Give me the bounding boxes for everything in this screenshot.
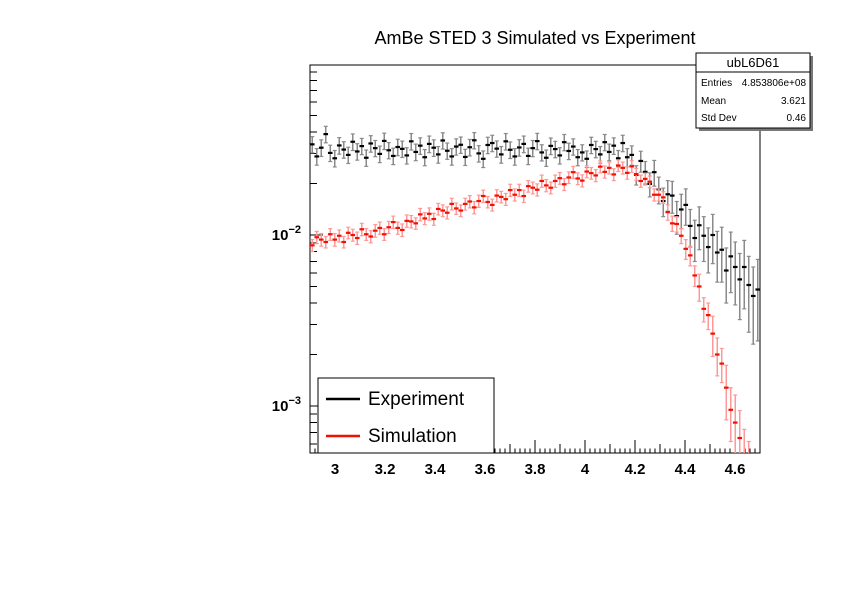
stats-stddev-label: Std Dev: [701, 113, 737, 124]
x-tick-label: 4.2: [625, 461, 646, 478]
x-tick-label: 4.6: [725, 461, 746, 478]
stats-box: ubL6D61 Entries 4.853806e+08 Mean 3.621 …: [695, 52, 813, 131]
y-tick-label: 10−2: [272, 224, 301, 244]
x-tick-label: 4.4: [675, 461, 697, 478]
x-tick-label: 3.8: [525, 461, 546, 478]
y-tick-label: 10−3: [272, 395, 301, 415]
stats-box-title: ubL6D61: [727, 55, 780, 70]
y-axis-labels: 10−2 10−3: [272, 224, 301, 415]
simulation-series: [310, 159, 751, 453]
stats-stddev-value: 0.46: [787, 113, 807, 124]
legend-label-experiment: Experiment: [368, 389, 465, 410]
stats-mean-label: Mean: [701, 96, 726, 107]
legend-box: Experiment Simulation: [317, 377, 495, 454]
x-tick-label: 3: [331, 461, 339, 478]
experiment-series: [310, 125, 760, 345]
legend-label-simulation: Simulation: [368, 426, 457, 447]
legend-frame: [317, 377, 495, 454]
x-tick-label: 3.6: [475, 461, 496, 478]
stats-entries-label: Entries: [701, 78, 732, 89]
stats-mean-value: 3.621: [781, 96, 806, 107]
data-series-layer: [310, 125, 760, 453]
chart-title: AmBe STED 3 Simulated vs Experiment: [374, 28, 695, 48]
x-axis-labels: 3 3.2 3.4 3.6 3.8 4 4.2 4.4 4.6: [331, 461, 746, 478]
stats-box-frame: [695, 52, 811, 129]
x-tick-label: 3.2: [375, 461, 396, 478]
x-tick-label: 4: [581, 461, 590, 478]
stats-entries-value: 4.853806e+08: [742, 78, 807, 89]
x-tick-label: 3.4: [425, 461, 447, 478]
